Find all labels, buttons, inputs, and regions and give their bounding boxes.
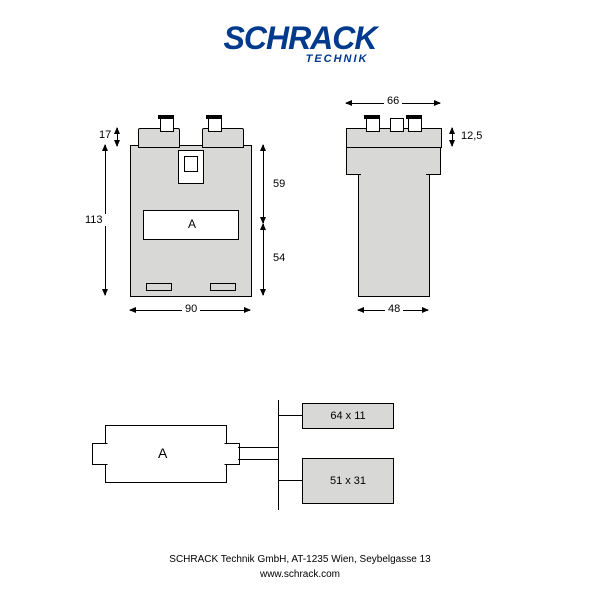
- dim-113: 113: [82, 214, 106, 226]
- front-bottom-slot-left: [146, 283, 172, 291]
- section-box-1: 64 x 11: [302, 403, 394, 429]
- front-terminal-cap-right: [206, 115, 222, 119]
- section-box-2-text: 51 x 31: [330, 475, 366, 487]
- front-terminal-right: [208, 118, 222, 132]
- section-box-2: 51 x 31: [302, 458, 394, 504]
- front-terminal-cap-left: [158, 115, 174, 119]
- front-terminal-left: [160, 118, 174, 132]
- side-terminal-2: [390, 118, 404, 132]
- side-terminal-cap-1: [364, 115, 380, 119]
- dim-17-line: [117, 128, 118, 146]
- section-conn-4: [278, 480, 302, 481]
- section-label: A: [155, 445, 170, 461]
- section-conn-1: [238, 447, 278, 448]
- logo-text: SCHRACK: [224, 20, 377, 57]
- dim-54-line: [263, 224, 264, 295]
- footer-url: www.schrack.com: [0, 567, 600, 582]
- dim-59: 59: [270, 178, 288, 190]
- front-bottom-slot-right: [210, 283, 236, 291]
- side-shoulder-right: [426, 145, 441, 175]
- dim-59-line: [263, 145, 264, 223]
- section-conn-3: [278, 415, 302, 416]
- dim-12-5-line: [452, 128, 453, 146]
- dim-17: 17: [96, 129, 114, 141]
- dim-54: 54: [270, 252, 288, 264]
- side-terminal-3: [408, 118, 422, 132]
- dim-48: 48: [385, 303, 403, 315]
- side-body: [358, 145, 430, 297]
- section-conn-2: [238, 459, 278, 460]
- brand-logo: SCHRACK TECHNIK: [224, 20, 377, 65]
- front-clip-inner: [184, 156, 198, 172]
- dim-12-5: 12,5: [458, 130, 485, 142]
- section-notch-left: [92, 443, 108, 465]
- side-shoulder-left: [346, 145, 361, 175]
- dim-90: 90: [182, 303, 200, 315]
- side-terminal-1: [366, 118, 380, 132]
- side-terminal-cap-3: [406, 115, 422, 119]
- front-slot-label: A: [185, 217, 199, 231]
- section-box-1-text: 64 x 11: [330, 410, 365, 422]
- footer-company: SCHRACK Technik GmbH, AT-1235 Wien, Seyb…: [0, 552, 600, 567]
- dim-66: 66: [384, 95, 402, 107]
- section-ref-line: [278, 400, 279, 510]
- footer: SCHRACK Technik GmbH, AT-1235 Wien, Seyb…: [0, 552, 600, 582]
